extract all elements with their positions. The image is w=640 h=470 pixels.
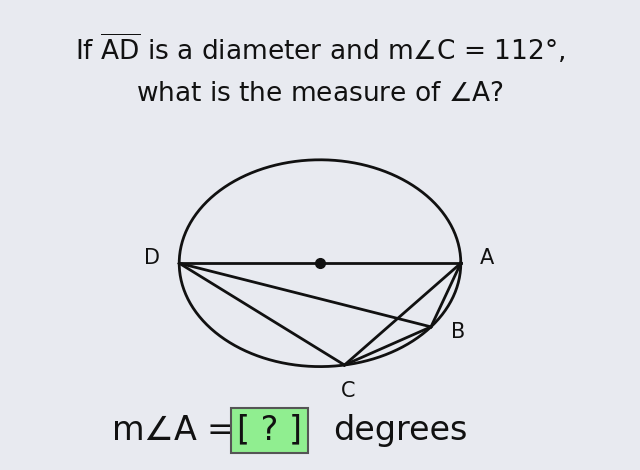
Text: degrees: degrees [333,414,467,446]
Text: m$\angle$A =: m$\angle$A = [111,414,237,446]
Text: B: B [451,321,466,342]
Text: C: C [340,382,355,401]
Text: D: D [144,249,160,268]
Text: A: A [480,249,494,268]
Text: If $\overline{\mathrm{AD}}$ is a diameter and m$\angle$C = 112°,: If $\overline{\mathrm{AD}}$ is a diamete… [75,32,565,66]
Text: [ ? ]: [ ? ] [237,414,302,446]
Text: what is the measure of $\angle$A?: what is the measure of $\angle$A? [136,81,504,107]
